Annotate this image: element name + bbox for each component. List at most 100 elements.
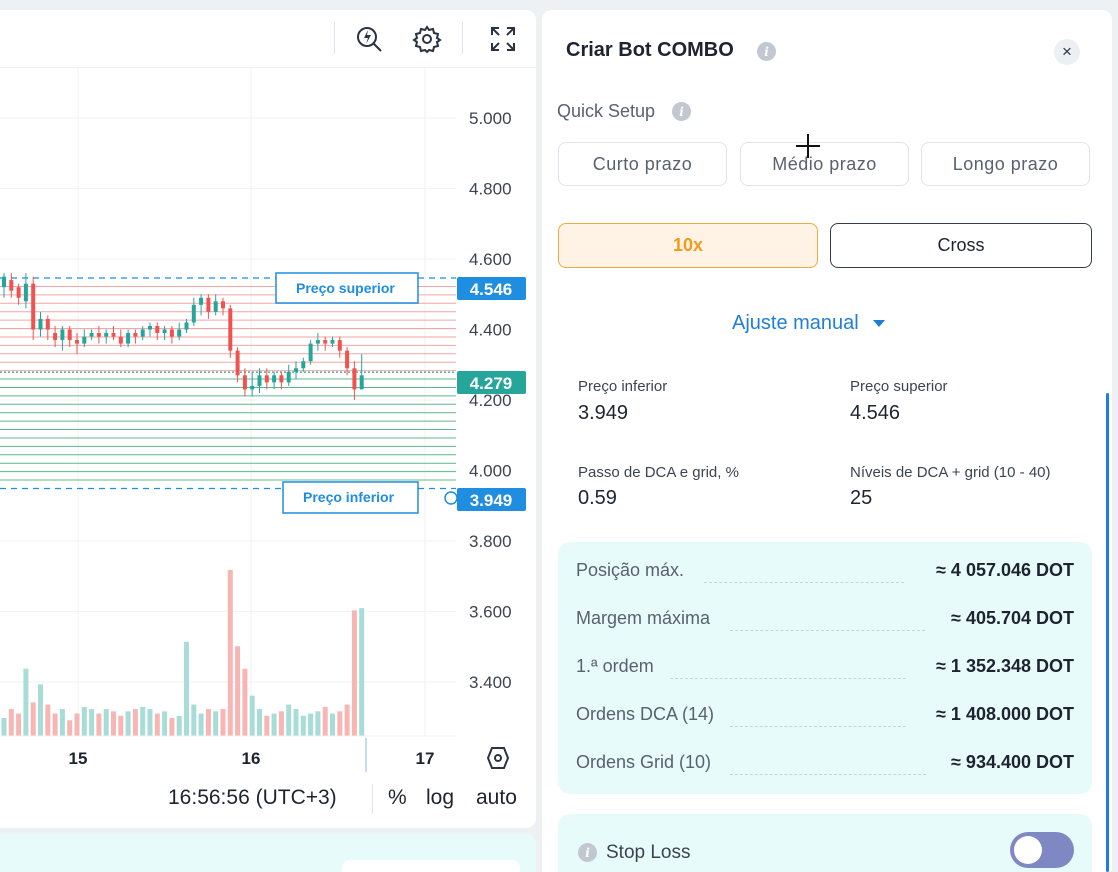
- clock-readout[interactable]: 16:56:56 (UTC+3): [168, 786, 337, 809]
- candle-body: [272, 375, 277, 383]
- volume-bar: [227, 570, 233, 736]
- dotted-leader: [730, 726, 906, 727]
- candle-body: [104, 333, 109, 337]
- candle-body: [184, 322, 189, 330]
- candle-body: [75, 340, 79, 344]
- log-scale-toggle[interactable]: log: [426, 786, 455, 809]
- preset-short-term-button[interactable]: Curto prazo: [558, 142, 727, 186]
- stop-loss-toggle[interactable]: [1010, 832, 1074, 868]
- volume-bar: [220, 709, 226, 736]
- candle-body: [31, 283, 36, 330]
- summary-value: ≈ 405.704 DOT: [951, 608, 1074, 628]
- volume-bar: [337, 711, 343, 736]
- levels-field[interactable]: 25: [850, 487, 873, 509]
- volume-bar: [264, 715, 270, 736]
- percent-scale-toggle[interactable]: %: [388, 786, 407, 809]
- price-tick: 3.400: [469, 673, 512, 692]
- volume-bar: [213, 711, 219, 736]
- lower-drag-handle[interactable]: [444, 491, 458, 505]
- upper-price-field[interactable]: 4.546: [850, 402, 901, 424]
- volume-bar: [359, 608, 365, 736]
- price-tick: 3.600: [469, 603, 512, 622]
- volume-bar: [74, 713, 80, 736]
- volume-bar: [45, 704, 51, 736]
- candle-body: [148, 325, 152, 330]
- stop-loss-label: Stop Loss: [606, 842, 691, 863]
- candle-body: [352, 368, 357, 390]
- candle-body: [96, 333, 101, 337]
- chart-grid: [0, 68, 456, 736]
- price-tick: 4.000: [469, 462, 512, 481]
- volume-bar: [52, 713, 58, 736]
- form-scrollbar[interactable]: [1106, 393, 1109, 872]
- candle-body: [323, 340, 328, 344]
- caret-down-icon: [872, 320, 885, 327]
- volume-bar: [23, 668, 29, 736]
- summary-label: 1.ª ordem: [576, 656, 654, 676]
- current-price-tag: 4.279: [470, 374, 513, 393]
- volume-bar: [140, 706, 146, 736]
- candle-body: [199, 297, 204, 305]
- leverage-button[interactable]: 10x: [558, 223, 818, 268]
- price-tick: 4.200: [469, 391, 512, 410]
- candle-body: [235, 350, 240, 376]
- gear-icon[interactable]: [410, 22, 444, 56]
- summary-label: Posição máx.: [576, 560, 685, 580]
- preset-long-term-button[interactable]: Longo prazo: [921, 142, 1090, 186]
- lightning-search-icon[interactable]: [352, 22, 386, 56]
- chart-settings-icon[interactable]: [486, 747, 510, 769]
- toggle-knob: [1014, 836, 1042, 864]
- candle-body: [191, 304, 196, 323]
- volume-bar: [198, 713, 204, 736]
- volume-bar: [147, 709, 153, 736]
- manual-adjust-label: Ajuste manual: [732, 312, 859, 334]
- close-button[interactable]: ×: [1054, 39, 1080, 65]
- candle-body: [53, 333, 58, 341]
- summary-row: Margem máxima ≈ 405.704 DOT: [558, 604, 1092, 634]
- price-tick: 4.400: [469, 321, 512, 340]
- candle-body: [67, 329, 72, 341]
- volume-bar: [1, 718, 7, 736]
- quick-setup-info-icon[interactable]: i: [672, 102, 691, 121]
- stop-loss-info-icon[interactable]: i: [578, 843, 597, 862]
- candle-body: [264, 375, 269, 383]
- volume-bar: [59, 709, 65, 736]
- fullscreen-icon[interactable]: [486, 22, 520, 56]
- volume-bar: [89, 709, 95, 736]
- margin-mode-button[interactable]: Cross: [830, 223, 1092, 268]
- toolbar-separator: [462, 22, 463, 54]
- manual-adjust-toggle[interactable]: Ajuste manual: [732, 312, 885, 335]
- lower-price-field[interactable]: 3.949: [578, 402, 629, 424]
- auto-scale-toggle[interactable]: auto: [476, 786, 517, 809]
- candle-body: [250, 385, 255, 390]
- title-info-icon[interactable]: i: [757, 42, 776, 61]
- price-tick: 3.800: [469, 532, 512, 551]
- preset-medium-term-button[interactable]: Médio prazo: [740, 142, 909, 186]
- lower-price-label-box[interactable]: [282, 481, 419, 514]
- levels-field-label: Níveis de DCA + grid (10 - 40): [850, 464, 1051, 481]
- volume-bar: [81, 706, 87, 736]
- summary-label: Margem máxima: [576, 608, 711, 628]
- candle-body: [162, 329, 167, 334]
- candle-body: [206, 297, 211, 312]
- lower-price-field-label: Preço inferior: [578, 378, 668, 395]
- summary-row: 1.ª ordem ≈ 1 352.348 DOT: [558, 652, 1092, 682]
- volume-bar: [96, 713, 102, 736]
- volume-bar: [322, 706, 328, 736]
- volume-bar: [315, 711, 321, 736]
- candle-body: [155, 325, 160, 334]
- volume-bar: [235, 646, 241, 736]
- bottom-pill: [342, 860, 520, 872]
- form-title: Criar Bot COMBO: [566, 39, 734, 61]
- candle-body: [279, 375, 284, 383]
- upper-price-label-box[interactable]: [275, 272, 419, 304]
- price-chart[interactable]: 5.000 4.800 4.600 4.400 4.200 4.000 3.800 3.600…: [0, 68, 536, 778]
- dotted-leader: [730, 774, 926, 775]
- volume-bar: [205, 709, 211, 736]
- candle-body: [23, 283, 28, 302]
- candle-body: [345, 350, 350, 369]
- volume-bar: [103, 709, 109, 736]
- step-field[interactable]: 0.59: [578, 487, 617, 509]
- bot-form-panel: Criar Bot COMBO i × Quick Setup i Curto …: [542, 10, 1112, 872]
- candle-body: [213, 301, 218, 312]
